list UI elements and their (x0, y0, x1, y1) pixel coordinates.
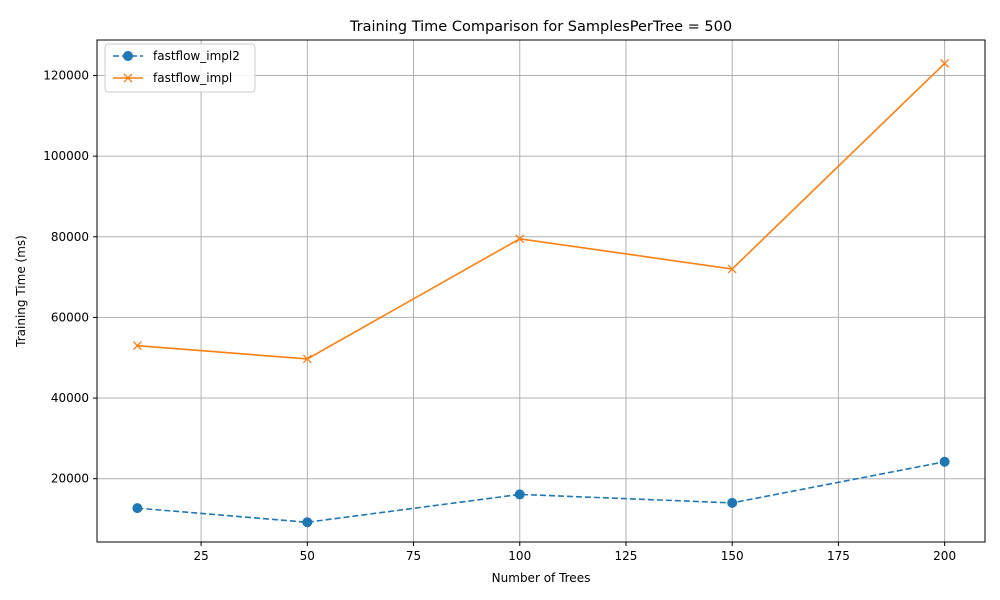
data-point-fastflow-impl2 (939, 456, 950, 467)
data-point-fastflow-impl (940, 58, 950, 68)
series-line-fastflow-impl2 (137, 460, 945, 524)
data-point-fastflow-impl (302, 354, 312, 364)
x-tick-label: 150 (721, 549, 744, 563)
legend-label: fastflow_impl2 (153, 49, 240, 63)
legend-item: fastflow_impl2 (113, 49, 240, 63)
x-axis-label: Number of Trees (492, 571, 591, 585)
legend-item: fastflow_impl (113, 71, 232, 85)
x-tick-label: 175 (827, 549, 850, 563)
data-point-fastflow-impl (727, 264, 737, 274)
series-fastflow-impl (132, 58, 950, 364)
data-point-fastflow-impl2 (132, 503, 143, 514)
legend: fastflow_impl2 fastflow_impl (104, 43, 256, 93)
grid-lines (97, 40, 985, 542)
data-point-fastflow-impl2 (514, 489, 525, 500)
data-point-fastflow-impl (515, 234, 525, 244)
x-tick-label: 50 (300, 549, 315, 563)
x-tick-label: 125 (615, 549, 638, 563)
y-tick-label: 80000 (51, 230, 89, 244)
y-tick-label: 120000 (43, 68, 89, 82)
data-point-fastflow-impl (132, 341, 142, 351)
y-axis-ticks: 20000 40000 60000 80000 100000 120000 (43, 68, 97, 486)
x-tick-label: 75 (406, 549, 421, 563)
legend-label: fastflow_impl (153, 71, 232, 85)
series-fastflow-impl2 (132, 456, 950, 528)
x-tick-label: 200 (933, 549, 956, 563)
plot-frame (96, 39, 986, 543)
y-tick-label: 100000 (43, 149, 89, 163)
legend-marker (123, 73, 133, 83)
x-axis-ticks: 25 50 75 100 125 150 175 200 (193, 542, 956, 563)
y-tick-label: 20000 (51, 472, 89, 486)
data-point-fastflow-impl2 (302, 517, 313, 528)
x-tick-label: 100 (508, 549, 531, 563)
x-tick-label: 25 (193, 549, 208, 563)
y-axis-label: Training Time (ms) (14, 235, 28, 348)
y-tick-label: 40000 (51, 391, 89, 405)
legend-marker (123, 51, 133, 61)
series-layer (132, 58, 950, 528)
y-tick-label: 60000 (51, 310, 89, 324)
data-point-fastflow-impl2 (727, 497, 738, 508)
chart-title: Training Time Comparison for SamplesPerT… (349, 19, 732, 35)
